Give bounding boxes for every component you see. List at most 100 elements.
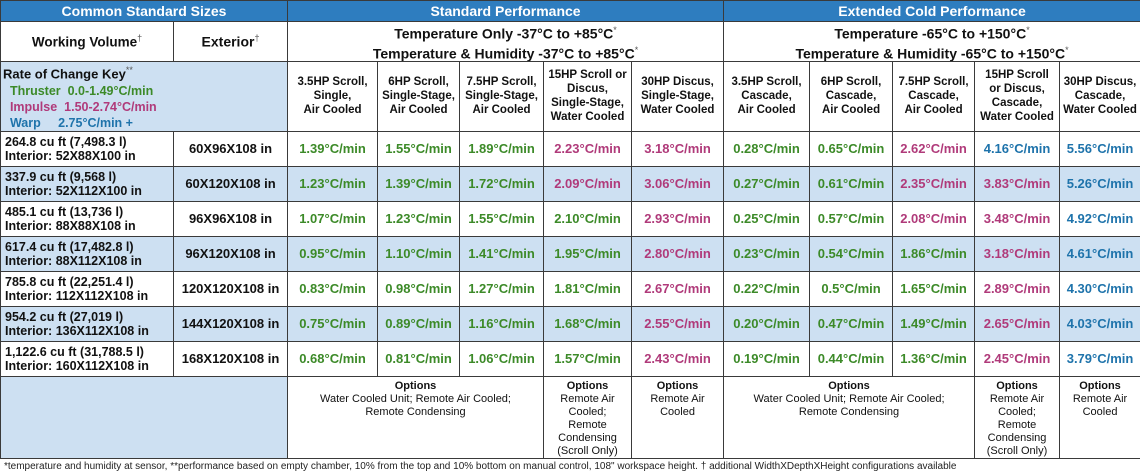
unit-header-line: Air Cooled bbox=[895, 103, 972, 117]
rate-cell: 1.89°C/min bbox=[460, 131, 544, 166]
rate-cell: 4.61°C/min bbox=[1060, 236, 1140, 271]
rate-cell: 2.65°C/min bbox=[975, 306, 1060, 341]
unit-header-line: Water Cooled bbox=[634, 103, 721, 117]
options-text: Remote Air bbox=[546, 393, 629, 406]
star-mark: * bbox=[1026, 25, 1030, 35]
common-sizes-header: Common Standard Sizes bbox=[1, 1, 288, 22]
options-text: Condensing bbox=[546, 432, 629, 445]
key-impulse-label: Impulse bbox=[10, 100, 57, 114]
key-impulse-range: 1.50-2.74°C/min bbox=[64, 100, 157, 114]
unit-header-ext-30hp: 30HP Discus,Cascade,Water Cooled bbox=[1060, 62, 1140, 131]
extended-cold-performance-header: Extended Cold Performance bbox=[724, 1, 1140, 22]
unit-header-line: 7.5HP Scroll, bbox=[895, 75, 972, 89]
rate-cell: 3.83°C/min bbox=[975, 166, 1060, 201]
table-row: 337.9 cu ft (9,568 l)Interior: 52X112X10… bbox=[1, 166, 1140, 201]
rate-cell: 0.54°C/min bbox=[810, 236, 893, 271]
options-title: Options bbox=[634, 380, 721, 393]
rate-cell: 2.09°C/min bbox=[544, 166, 632, 201]
options-text: Cooled bbox=[634, 406, 721, 419]
unit-header-line: Cascade, bbox=[812, 89, 890, 103]
rate-cell: 2.89°C/min bbox=[975, 271, 1060, 306]
table-row: 617.4 cu ft (17,482.8 l)Interior: 88X112… bbox=[1, 236, 1140, 271]
rate-cell: 0.5°C/min bbox=[810, 271, 893, 306]
rate-cell: 4.30°C/min bbox=[1060, 271, 1140, 306]
footnote: *temperature and humidity at sensor, **p… bbox=[0, 459, 1140, 475]
key-warp-range: 2.75°C/min + bbox=[58, 116, 133, 130]
rate-cell: 0.75°C/min bbox=[288, 306, 378, 341]
unit-header-line: Cascade, bbox=[977, 96, 1057, 110]
rate-cell: 0.28°C/min bbox=[724, 131, 810, 166]
rate-cell: 4.92°C/min bbox=[1060, 201, 1140, 236]
rate-cell: 2.55°C/min bbox=[632, 306, 724, 341]
working-volume-header: Working Volume† bbox=[1, 22, 174, 62]
options-text: Cooled bbox=[1062, 406, 1138, 419]
working-volume-cell: 485.1 cu ft (13,736 l)Interior: 88X88X10… bbox=[1, 201, 174, 236]
rate-cell: 3.06°C/min bbox=[632, 166, 724, 201]
key-warp: Warp 2.75°C/min + bbox=[3, 115, 285, 131]
standard-performance-header: Standard Performance bbox=[288, 1, 724, 22]
exterior-label: Exterior bbox=[202, 34, 255, 50]
unit-header-line: 3.5HP Scroll, bbox=[726, 75, 807, 89]
rate-cell: 0.61°C/min bbox=[810, 166, 893, 201]
unit-header-line: 15HP Scroll bbox=[977, 68, 1057, 82]
rate-cell: 0.65°C/min bbox=[810, 131, 893, 166]
standard-temp-only-range: Temperature Only -37°C to +85°C bbox=[394, 26, 613, 42]
standard-temp-humidity-range: Temperature & Humidity -37°C to +85°C bbox=[373, 45, 635, 61]
unit-header-line: 30HP Discus, bbox=[1062, 75, 1138, 89]
rate-cell: 1.07°C/min bbox=[288, 201, 378, 236]
unit-header-line: Air Cooled bbox=[290, 103, 375, 117]
options-title: Options bbox=[977, 380, 1057, 393]
rate-cell: 2.93°C/min bbox=[632, 201, 724, 236]
exterior-cell: 96X96X108 in bbox=[174, 201, 288, 236]
rate-cell: 0.19°C/min bbox=[724, 341, 810, 376]
rate-cell: 0.22°C/min bbox=[724, 271, 810, 306]
exterior-cell: 60X120X108 in bbox=[174, 166, 288, 201]
unit-header-ext-3-5hp: 3.5HP Scroll,Cascade,Air Cooled bbox=[724, 62, 810, 131]
rate-cell: 2.67°C/min bbox=[632, 271, 724, 306]
star-mark: * bbox=[635, 45, 639, 55]
unit-header-line: Cascade, bbox=[1062, 89, 1138, 103]
exterior-cell: 120X120X108 in bbox=[174, 271, 288, 306]
volume-text: 1,122.6 cu ft (31,788.5 l) bbox=[5, 345, 171, 359]
rate-of-change-key: Rate of Change Key** Thruster 0.0-1.49°C… bbox=[1, 62, 288, 131]
unit-header-std-6hp: 6HP Scroll,Single-Stage,Air Cooled bbox=[378, 62, 460, 131]
rate-cell: 1.55°C/min bbox=[460, 201, 544, 236]
unit-header-line: Discus, bbox=[546, 82, 629, 96]
rate-cell: 2.35°C/min bbox=[893, 166, 975, 201]
options-text: Remote bbox=[546, 419, 629, 432]
rate-cell: 0.57°C/min bbox=[810, 201, 893, 236]
rate-cell: 1.86°C/min bbox=[893, 236, 975, 271]
rate-cell: 1.72°C/min bbox=[460, 166, 544, 201]
unit-header-line: 30HP Discus, bbox=[634, 75, 721, 89]
star-mark: * bbox=[613, 25, 617, 35]
key-warp-label: Warp bbox=[10, 116, 41, 130]
unit-header-line: Single-Stage, bbox=[546, 96, 629, 110]
options-text: Cooled; bbox=[546, 406, 629, 419]
rate-cell: 0.25°C/min bbox=[724, 201, 810, 236]
rate-cell: 1.65°C/min bbox=[893, 271, 975, 306]
working-volume-cell: 617.4 cu ft (17,482.8 l)Interior: 88X112… bbox=[1, 236, 174, 271]
rate-cell: 3.48°C/min bbox=[975, 201, 1060, 236]
options-title: Options bbox=[726, 380, 972, 393]
exterior-header: Exterior† bbox=[174, 22, 288, 62]
rate-cell: 1.27°C/min bbox=[460, 271, 544, 306]
rate-cell: 2.62°C/min bbox=[893, 131, 975, 166]
rate-cell: 5.26°C/min bbox=[1060, 166, 1140, 201]
rate-cell: 0.20°C/min bbox=[724, 306, 810, 341]
unit-header-row: Rate of Change Key** Thruster 0.0-1.49°C… bbox=[1, 62, 1140, 131]
extended-temp-range: Temperature -65°C to +150°C bbox=[834, 26, 1026, 42]
options-text: Cooled; bbox=[977, 406, 1057, 419]
rate-cell: 0.68°C/min bbox=[288, 341, 378, 376]
rate-cell: 1.23°C/min bbox=[288, 166, 378, 201]
table-row: 954.2 cu ft (27,019 l)Interior: 136X112X… bbox=[1, 306, 1140, 341]
volume-text: 264.8 cu ft (7,498.3 l) bbox=[5, 135, 171, 149]
working-volume-cell: 1,122.6 cu ft (31,788.5 l)Interior: 160X… bbox=[1, 341, 174, 376]
rate-cell: 1.95°C/min bbox=[544, 236, 632, 271]
